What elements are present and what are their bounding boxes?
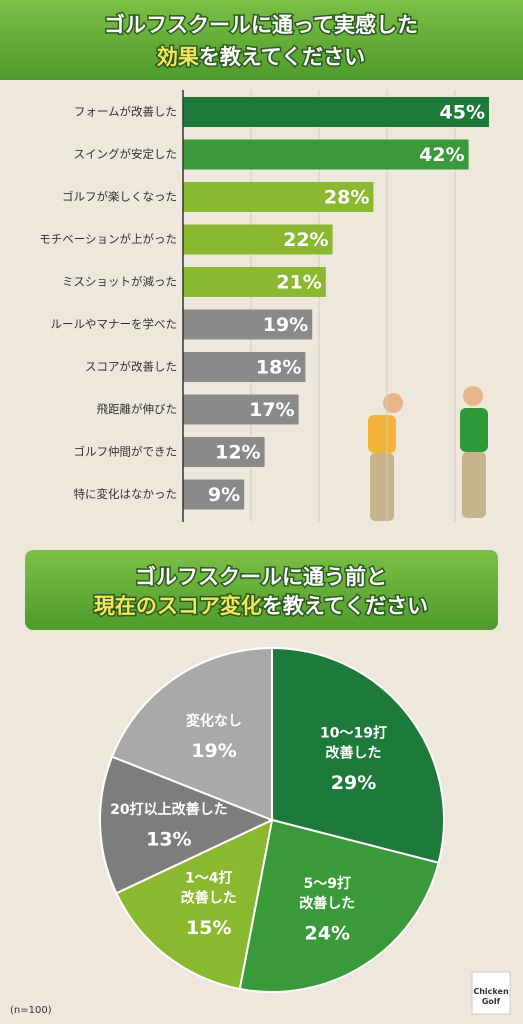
pie-slice bbox=[99, 755, 275, 895]
logo-line: Chicken bbox=[473, 987, 509, 996]
category-label: フォームが改善した bbox=[74, 105, 177, 119]
pie-slice bbox=[115, 818, 274, 991]
pie-slice bbox=[238, 818, 440, 993]
pie-slice bbox=[110, 646, 273, 822]
value-label: 45% bbox=[440, 102, 485, 124]
sample-note: (n=100) bbox=[10, 1005, 52, 1016]
value-label: 12% bbox=[215, 442, 260, 464]
bar bbox=[183, 224, 333, 255]
chart-title: 現在のスコア変化を教えてください bbox=[94, 594, 428, 618]
category-label: ゴルフ仲間ができた bbox=[74, 445, 178, 459]
slice-label: 10〜19打 bbox=[320, 725, 387, 742]
title-segment: 現在のスコア変化 bbox=[94, 594, 262, 618]
title-segment: 効果 bbox=[157, 45, 199, 69]
slice-label: 変化なし bbox=[186, 713, 242, 730]
value-label: 9% bbox=[208, 484, 240, 506]
title-segment: を教えてください bbox=[262, 594, 428, 618]
value-label: 21% bbox=[276, 272, 321, 294]
title-segment: ゴルフスクールに通って実感した bbox=[104, 13, 418, 37]
bar bbox=[183, 437, 265, 467]
category-label: ルールやマナーを学べた bbox=[51, 317, 178, 331]
bar bbox=[183, 394, 299, 425]
slice-label: 5〜9打 bbox=[304, 875, 351, 892]
category-label: 特に変化はなかった bbox=[74, 487, 178, 501]
slice-label: 改善した bbox=[181, 890, 237, 907]
bar bbox=[183, 182, 374, 212]
bar bbox=[183, 139, 469, 170]
title-band bbox=[25, 550, 498, 630]
title-band bbox=[0, 0, 523, 80]
slice-label: 1〜4打 bbox=[185, 870, 232, 887]
slice-value: 15% bbox=[186, 917, 231, 939]
slice-value: 13% bbox=[146, 829, 191, 851]
category-label: 飛距離が伸びた bbox=[97, 402, 178, 416]
logo-box bbox=[471, 971, 511, 1015]
chart-title: ゴルフスクールに通う前と bbox=[135, 565, 387, 589]
bar bbox=[183, 479, 245, 510]
category-label: ゴルフが楽しくなった bbox=[62, 190, 177, 204]
slice-label: 改善した bbox=[326, 745, 382, 762]
pie-slice bbox=[271, 646, 445, 864]
bar bbox=[183, 309, 313, 340]
value-label: 19% bbox=[263, 314, 308, 336]
value-label: 18% bbox=[256, 357, 301, 379]
title-segment: を教えてください bbox=[199, 45, 365, 69]
logo: Chicken Golf bbox=[473, 987, 509, 1006]
category-label: ミスショットが減った bbox=[62, 275, 177, 289]
category-label: モチベーションが上がった bbox=[39, 232, 177, 246]
value-label: 42% bbox=[419, 144, 464, 166]
title-segment: ゴルフスクールに通う前と bbox=[135, 565, 387, 589]
bar bbox=[183, 352, 306, 382]
value-label: 28% bbox=[324, 187, 369, 209]
slice-label: 20打以上改善した bbox=[110, 801, 227, 818]
chart-title: ゴルフスクールに通って実感した bbox=[104, 13, 418, 37]
slice-value: 19% bbox=[191, 740, 236, 762]
value-label: 17% bbox=[249, 399, 294, 421]
logo-line: Golf bbox=[482, 997, 501, 1006]
bar bbox=[183, 267, 326, 297]
slice-label: 改善した bbox=[299, 895, 355, 912]
golfers bbox=[368, 386, 488, 521]
slice-value: 29% bbox=[331, 772, 376, 794]
value-label: 22% bbox=[283, 229, 328, 251]
chart-title: 効果を教えてください bbox=[157, 45, 365, 69]
category-label: スイングが安定した bbox=[74, 147, 178, 161]
bar bbox=[183, 97, 489, 127]
category-label: スコアが改善した bbox=[85, 360, 177, 374]
slice-value: 24% bbox=[305, 923, 350, 945]
